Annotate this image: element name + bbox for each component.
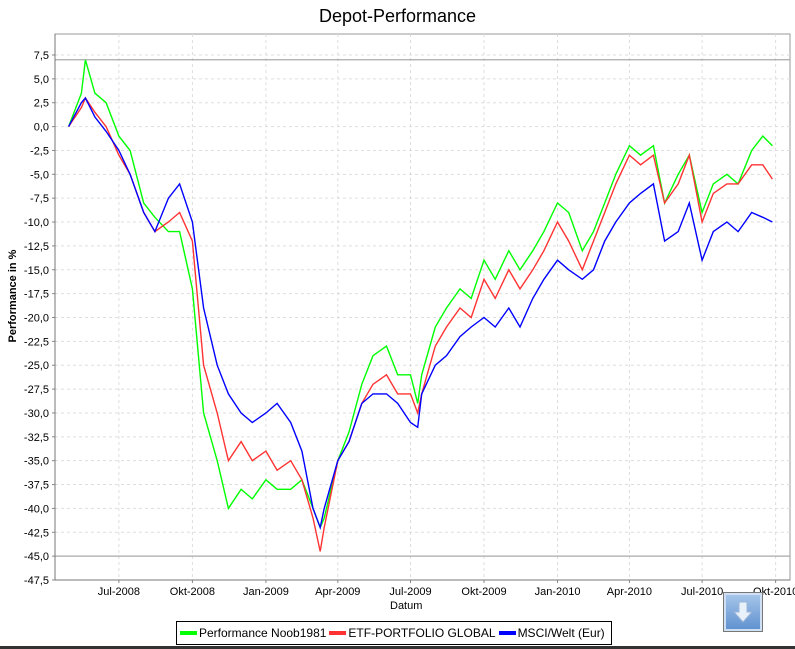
y-tick-label: 5,0 bbox=[34, 74, 49, 86]
y-tick-label: -32,5 bbox=[24, 432, 49, 444]
legend: Performance Noob1981 ETF-PORTFOLIO GLOBA… bbox=[176, 621, 612, 645]
legend-label: ETF-PORTFOLIO GLOBAL bbox=[348, 626, 496, 640]
y-tick-label: -5,0 bbox=[30, 169, 49, 181]
chart-title: Depot-Performance bbox=[318, 6, 477, 26]
y-tick-label: -17,5 bbox=[24, 289, 49, 301]
y-tick-label: 0,0 bbox=[34, 122, 49, 134]
x-tick-label: Jul-2009 bbox=[389, 586, 431, 598]
series-line-0 bbox=[67, 59, 773, 530]
x-axis-label: Datum bbox=[390, 600, 423, 612]
y-tick-label: -37,5 bbox=[24, 480, 49, 492]
x-tick-label: Jul-2010 bbox=[681, 586, 723, 598]
y-tick-label: -7,5 bbox=[30, 193, 49, 205]
x-tick-label: Jan-2009 bbox=[243, 586, 289, 598]
y-tick-label: 2,5 bbox=[34, 98, 49, 110]
y-tick-label: -10,0 bbox=[24, 217, 49, 229]
window-bottom-edge bbox=[0, 646, 795, 649]
y-tick-label: -30,0 bbox=[24, 408, 49, 420]
x-tick-label: Apr-2010 bbox=[607, 586, 652, 598]
y-tick-label: -35,0 bbox=[24, 456, 49, 468]
legend-swatch bbox=[498, 631, 516, 635]
legend-swatch bbox=[180, 631, 197, 635]
x-tick-label: Okt-2010 bbox=[753, 586, 795, 598]
legend-item-noob1981: Performance Noob1981 bbox=[180, 626, 326, 640]
y-tick-label: -20,0 bbox=[24, 313, 49, 325]
y-tick-label: -22,5 bbox=[24, 336, 49, 348]
x-tick-label: Apr-2009 bbox=[315, 586, 360, 598]
y-tick-label: -15,0 bbox=[24, 265, 49, 277]
y-tick-label: -47,5 bbox=[24, 575, 49, 587]
arrow-down-icon bbox=[733, 601, 753, 623]
legend-label: Performance Noob1981 bbox=[199, 626, 327, 640]
x-tick-label: Okt-2009 bbox=[461, 586, 506, 598]
y-axis-label: Performance in % bbox=[7, 249, 19, 343]
y-tick-label: -42,5 bbox=[24, 527, 49, 539]
legend-label: MSCI/Welt (Eur) bbox=[517, 626, 605, 640]
y-tick-label: 7,5 bbox=[34, 50, 49, 62]
series-line-2 bbox=[67, 96, 773, 530]
y-tick-label: -12,5 bbox=[24, 241, 49, 253]
scroll-down-button[interactable] bbox=[723, 592, 763, 632]
y-tick-label: -2,5 bbox=[30, 145, 49, 157]
legend-item-etf-portfolio: ETF-PORTFOLIO GLOBAL bbox=[329, 626, 496, 640]
y-tick-label: -27,5 bbox=[24, 384, 49, 396]
y-tick-label: -45,0 bbox=[24, 551, 49, 563]
y-tick-label: -25,0 bbox=[24, 360, 49, 372]
legend-item-msci-welt: MSCI/Welt (Eur) bbox=[498, 626, 605, 640]
x-tick-label: Okt-2008 bbox=[170, 586, 215, 598]
series-line-1 bbox=[68, 96, 773, 552]
x-tick-label: Jul-2008 bbox=[98, 586, 140, 598]
legend-swatch bbox=[329, 631, 347, 635]
x-tick-label: Jan-2010 bbox=[535, 586, 581, 598]
y-tick-label: -40,0 bbox=[24, 503, 49, 515]
plot-area bbox=[54, 33, 791, 581]
